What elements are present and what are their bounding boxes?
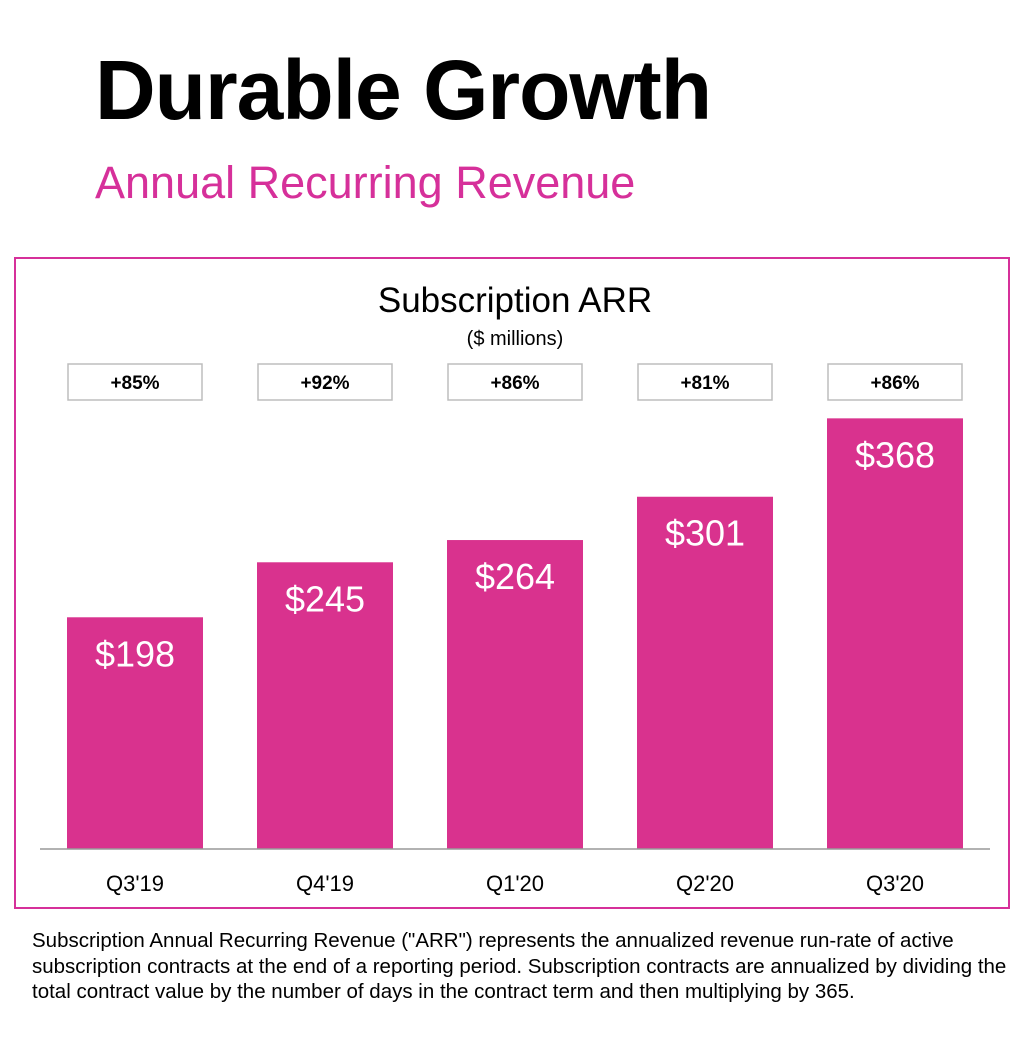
x-tick-label: Q1'20 <box>486 871 544 896</box>
bar-value-label: $264 <box>475 556 555 597</box>
growth-badge-box <box>637 363 773 401</box>
x-tick-label: Q4'19 <box>296 871 354 896</box>
x-tick-label: Q3'20 <box>866 871 924 896</box>
bar-value-label: $368 <box>855 434 935 475</box>
page-title: Durable Growth <box>95 43 712 137</box>
bar-value-label: $245 <box>285 578 365 619</box>
growth-badge-box <box>257 363 393 401</box>
growth-badge-label: +86% <box>490 373 539 394</box>
growth-badge-box <box>827 363 963 401</box>
bar-value-label: $301 <box>665 513 745 554</box>
x-tick-label: Q3'19 <box>106 871 164 896</box>
growth-badge-box <box>447 363 583 401</box>
growth-badge-box <box>67 363 203 401</box>
chart-frame <box>14 257 1010 909</box>
bar <box>257 562 393 849</box>
bar <box>637 496 773 849</box>
bar-value-label: $198 <box>95 633 175 674</box>
chart-unit-label: ($ millions) <box>467 328 564 350</box>
growth-badge-label: +86% <box>870 373 919 394</box>
growth-badge-label: +92% <box>300 373 349 394</box>
chart-title: Subscription ARR <box>378 281 652 320</box>
page-subtitle: Annual Recurring Revenue <box>95 157 636 208</box>
bar <box>827 418 963 849</box>
bar <box>447 540 583 849</box>
x-tick-label: Q2'20 <box>676 871 734 896</box>
bar <box>67 617 203 849</box>
footnote: Subscription Annual Recurring Revenue ("… <box>32 929 1007 1004</box>
growth-badge-label: +85% <box>110 373 159 394</box>
growth-badge-label: +81% <box>680 373 729 394</box>
